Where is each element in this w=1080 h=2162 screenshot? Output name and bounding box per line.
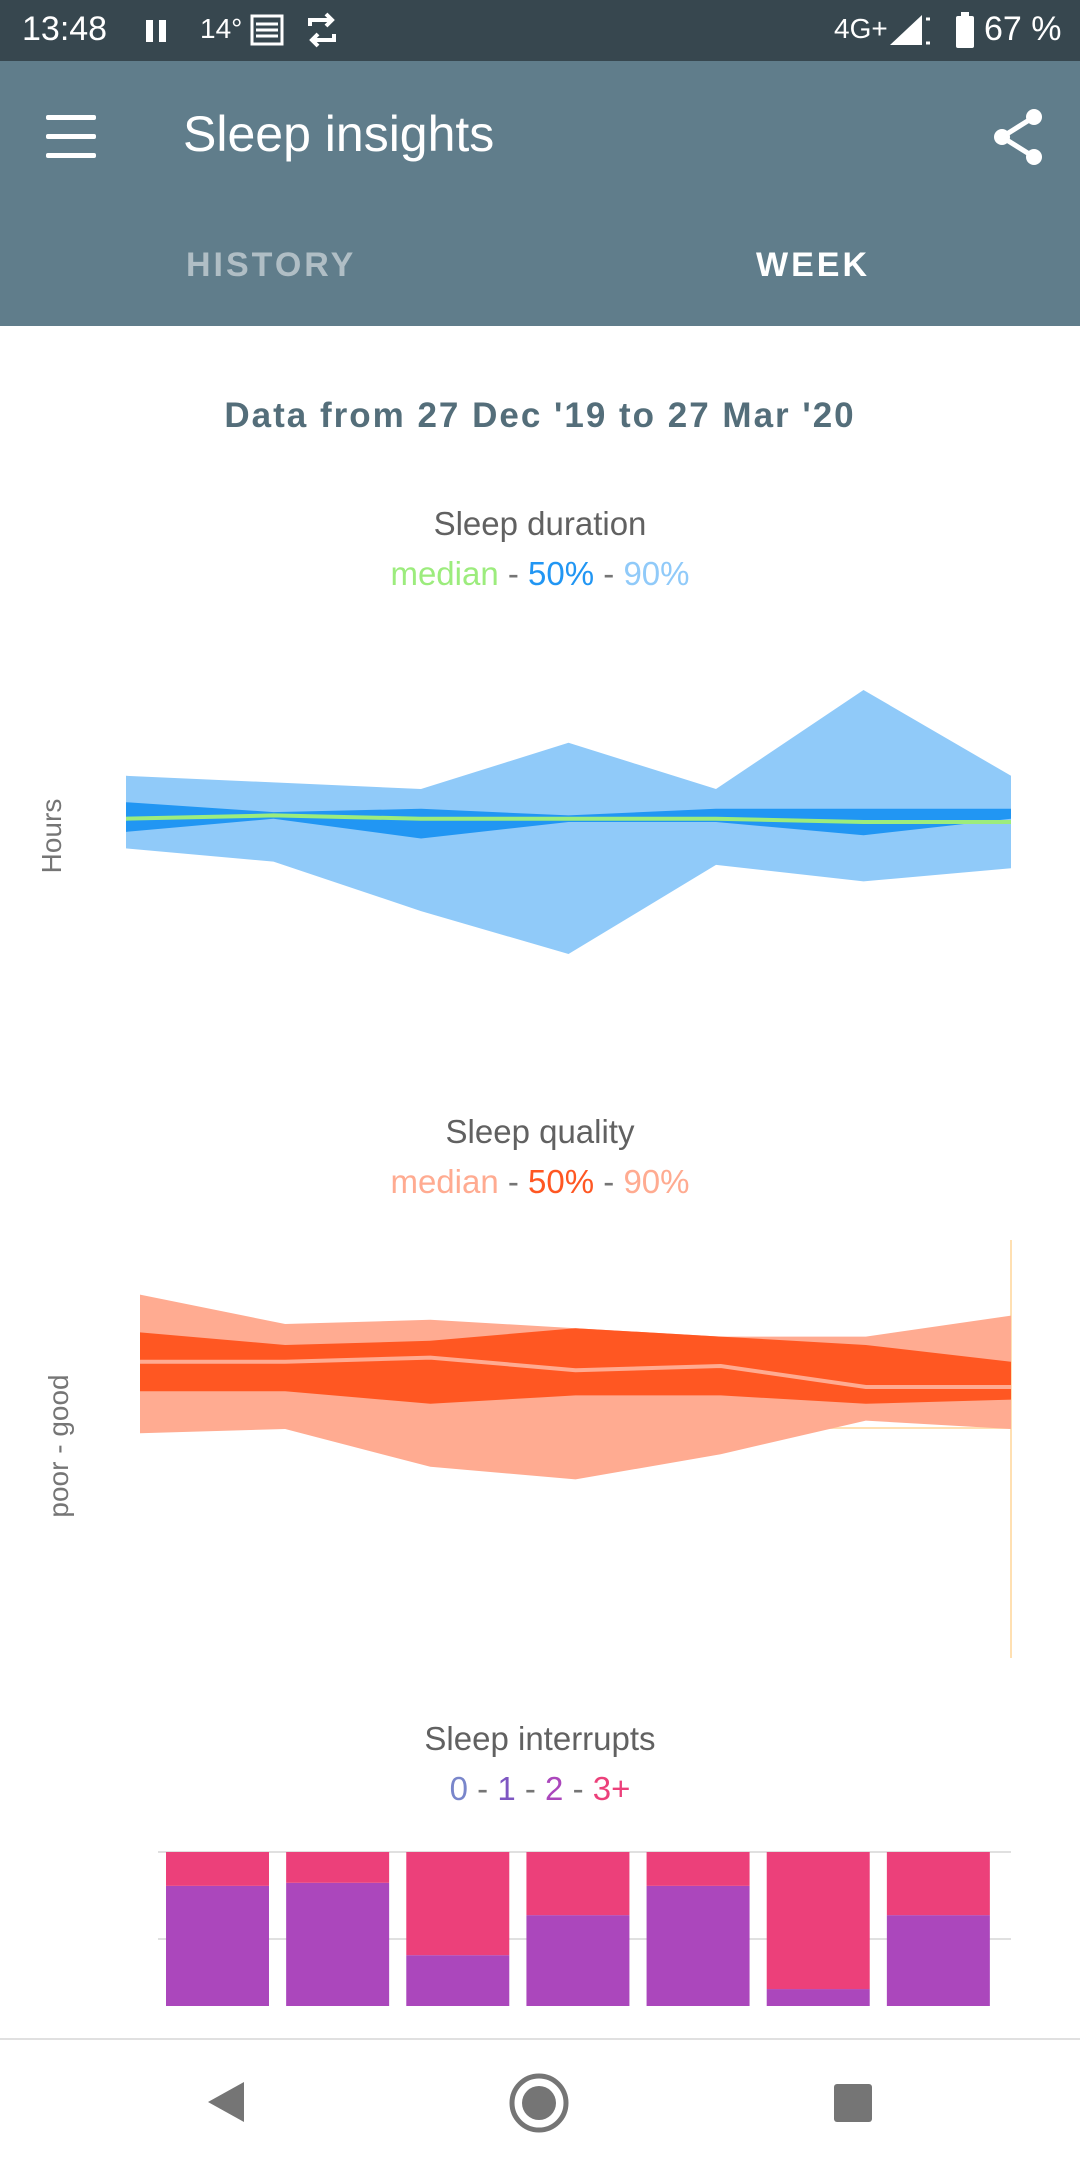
interrupts-bar-2	[166, 1885, 269, 2006]
interrupts-chart	[158, 1851, 1011, 2006]
legend-3plus: 3+	[592, 1770, 631, 1807]
pause-icon	[146, 20, 168, 42]
interrupts-bar-2	[886, 1915, 990, 2006]
legend-90: 90%	[623, 555, 690, 592]
interrupts-bar-2	[286, 1882, 390, 2006]
interrupts-bar-3plus	[526, 1852, 630, 1916]
app-bar: Sleep insights HISTORY WEEK	[0, 61, 1080, 326]
recents-icon[interactable]	[832, 2082, 874, 2124]
menu-icon[interactable]	[46, 115, 98, 159]
duration-chart	[125, 690, 1011, 954]
legend-90: 90%	[623, 1163, 690, 1200]
status-network: 4G+	[834, 13, 888, 44]
duration-chart-title: Sleep duration	[433, 505, 647, 542]
quality-chart-title: Sleep quality	[445, 1113, 635, 1150]
interrupts-bar-3plus	[646, 1852, 750, 1886]
interrupts-bar-3plus	[166, 1852, 269, 1886]
duration-legend: median - 50% - 90%	[0, 555, 1080, 593]
page-title: Sleep insights	[183, 106, 495, 162]
weather-icon	[250, 14, 284, 46]
legend-2: 2	[545, 1770, 564, 1807]
status-time: 13:48	[22, 10, 108, 48]
interrupts-bar-3plus	[406, 1852, 510, 1956]
tab-week[interactable]: WEEK	[756, 246, 870, 284]
legend-separator: -	[603, 555, 615, 592]
status-temperature: 14°	[200, 13, 243, 44]
interrupts-bar-2	[646, 1885, 750, 2006]
quality-band-p50	[140, 1328, 1011, 1404]
signal-icon	[890, 15, 930, 45]
tab-history[interactable]: HISTORY	[186, 246, 357, 284]
legend-0: 0	[449, 1770, 468, 1807]
status-bar: 13:48 14° 4G+ 67 %	[0, 0, 1080, 61]
navigation-bar	[0, 2038, 1080, 2162]
legend-separator: -	[524, 1770, 536, 1807]
status-battery: 67 %	[984, 10, 1062, 48]
legend-separator: -	[507, 555, 519, 592]
interrupts-legend: 0 - 1 - 2 - 3+	[0, 1770, 1080, 1808]
quality-chart	[140, 1240, 1012, 1658]
back-icon[interactable]	[204, 2080, 248, 2124]
sync-icon	[308, 12, 336, 48]
interrupts-chart-title: Sleep interrupts	[424, 1720, 656, 1757]
interrupts-bar-2	[406, 1955, 510, 2006]
share-icon[interactable]	[990, 107, 1046, 167]
interrupts-bar-2	[526, 1915, 630, 2006]
home-icon[interactable]	[508, 2072, 570, 2134]
date-range: Data from 27 Dec '19 to 27 Mar '20	[224, 396, 856, 435]
legend-separator: -	[477, 1770, 489, 1807]
legend-50: 50%	[528, 555, 595, 592]
duration-median-line	[125, 813, 1011, 824]
interrupts-bar-2	[766, 1989, 870, 2006]
interrupts-bar-3plus	[286, 1852, 390, 1883]
battery-icon	[956, 12, 974, 48]
interrupts-bar-3plus	[766, 1852, 870, 1990]
quality-legend: median - 50% - 90%	[0, 1163, 1080, 1201]
legend-median: median	[390, 555, 499, 592]
legend-50: 50%	[528, 1163, 595, 1200]
legend-separator: -	[507, 1163, 519, 1200]
legend-separator: -	[572, 1770, 584, 1807]
legend-1: 1	[497, 1770, 516, 1807]
legend-separator: -	[603, 1163, 615, 1200]
legend-median: median	[390, 1163, 499, 1200]
interrupts-bar-3plus	[886, 1852, 990, 1916]
quality-median-line	[140, 1355, 1011, 1389]
